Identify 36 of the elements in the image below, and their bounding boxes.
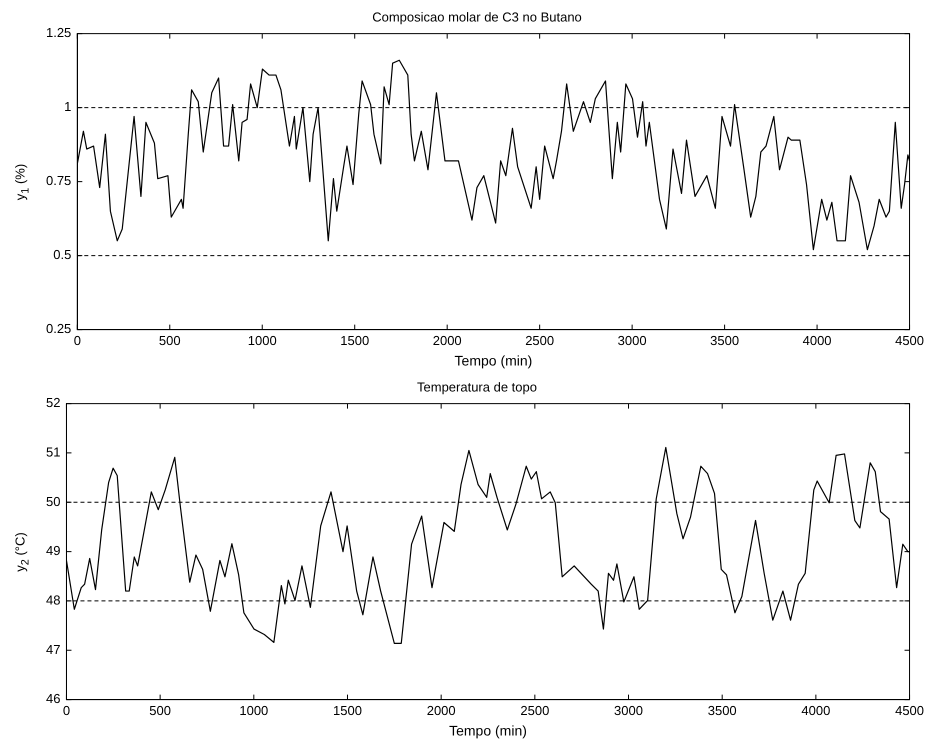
x-tick-label: 3500 [710,332,740,348]
x-tick-label: 3000 [618,332,647,348]
x-tick-label: 3000 [614,702,643,718]
x-tick-label: 4000 [802,332,832,348]
y-tick-label: 52 [46,395,60,410]
x-tick-label: 1500 [333,702,362,718]
y-tick-label: 51 [46,444,60,460]
y-tick-label: 1.25 [46,25,72,40]
x-axis-title: Tempo (min) [454,352,532,368]
y-tick-label: 0.25 [46,321,72,336]
y-tick-label: 0.5 [53,247,72,262]
x-tick-label: 1000 [248,332,277,348]
y-tick-label: 48 [46,592,60,608]
y-tick-label: 49 [46,543,60,558]
x-tick-label: 0 [74,332,81,348]
x-tick-label: 4500 [895,332,924,348]
x-tick-label: 4000 [801,702,830,718]
x-tick-label: 1000 [239,702,268,718]
y-tick-label: 47 [46,642,60,657]
x-tick-label: 1500 [340,332,370,348]
x-axis-title: Tempo (min) [449,722,527,738]
x-tick-label: 3500 [708,702,737,718]
x-tick-label: 2000 [432,332,462,348]
x-tick-label: 500 [158,332,181,348]
chart-title: Composicao molar de C3 no Butano [372,9,582,24]
x-tick-label: 2000 [426,702,456,718]
chart-title: Temperatura de topo [417,379,537,394]
y-tick-label: 0.75 [46,173,72,188]
x-tick-label: 2500 [525,332,554,348]
x-tick-label: 500 [149,702,171,718]
y-tick-label: 1 [64,99,72,114]
x-tick-label: 0 [62,702,70,718]
y-tick-label: 46 [46,691,60,706]
y-tick-label: 50 [46,494,60,509]
x-tick-label: 4500 [895,702,924,718]
x-tick-label: 2500 [520,702,550,718]
